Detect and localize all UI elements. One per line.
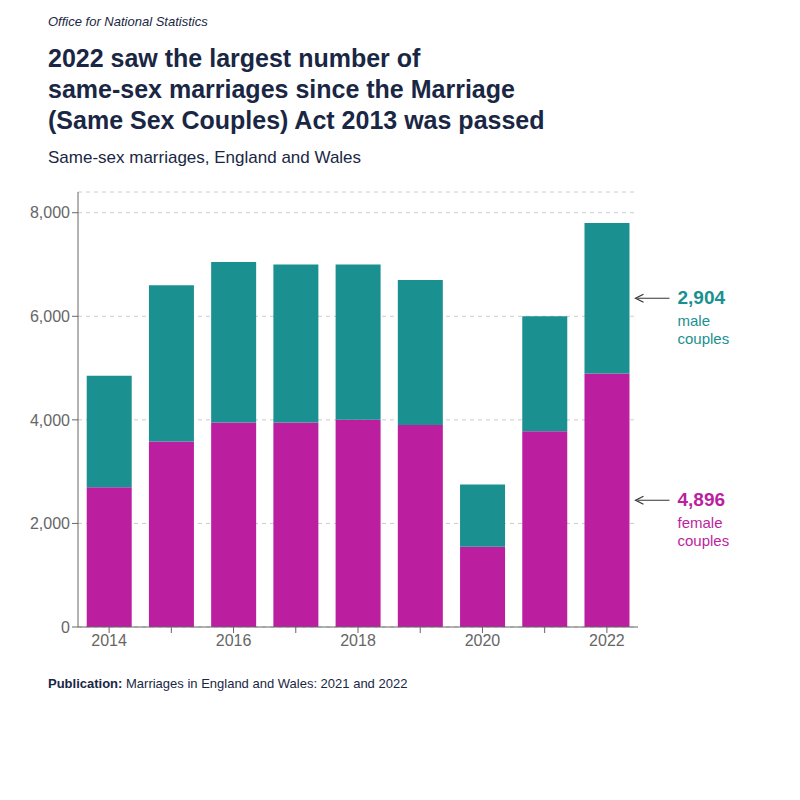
- svg-text:2,904: 2,904: [677, 287, 725, 308]
- html-text:Office for National Statistics: Office for National Statistics: [48, 14, 208, 29]
- svg-text:0: 0: [61, 619, 70, 636]
- svg-text:2022: 2022: [589, 632, 625, 649]
- html-text:Publication: Marriages in Engl: Publication: Marriages in England and Wa…: [48, 676, 408, 691]
- svg-text:female: female: [677, 514, 722, 531]
- svg-text:6,000: 6,000: [30, 308, 70, 325]
- svg-text:couples: couples: [677, 532, 729, 549]
- svg-text:2018: 2018: [340, 632, 376, 649]
- svg-text:male: male: [677, 312, 710, 329]
- html-text:Same-sex marriages, England an: Same-sex marriages, England and Wales: [48, 148, 362, 167]
- svg-text:4,896: 4,896: [677, 489, 725, 510]
- svg-text:2016: 2016: [216, 632, 252, 649]
- html-text:same-sex marriages since the M: same-sex marriages since the Marriage: [48, 75, 515, 103]
- svg-text:8,000: 8,000: [30, 204, 70, 221]
- svg-text:2,000: 2,000: [30, 515, 70, 532]
- svg-text:2020: 2020: [465, 632, 501, 649]
- svg-text:couples: couples: [677, 330, 729, 347]
- svg-text:2014: 2014: [91, 632, 127, 649]
- html-text:2022 saw the largest number of: 2022 saw the largest number of: [48, 44, 421, 72]
- svg-text:4,000: 4,000: [30, 412, 70, 429]
- html-text:(Same Sex Couples) Act 2013 wa: (Same Sex Couples) Act 2013 was passed: [48, 106, 545, 134]
